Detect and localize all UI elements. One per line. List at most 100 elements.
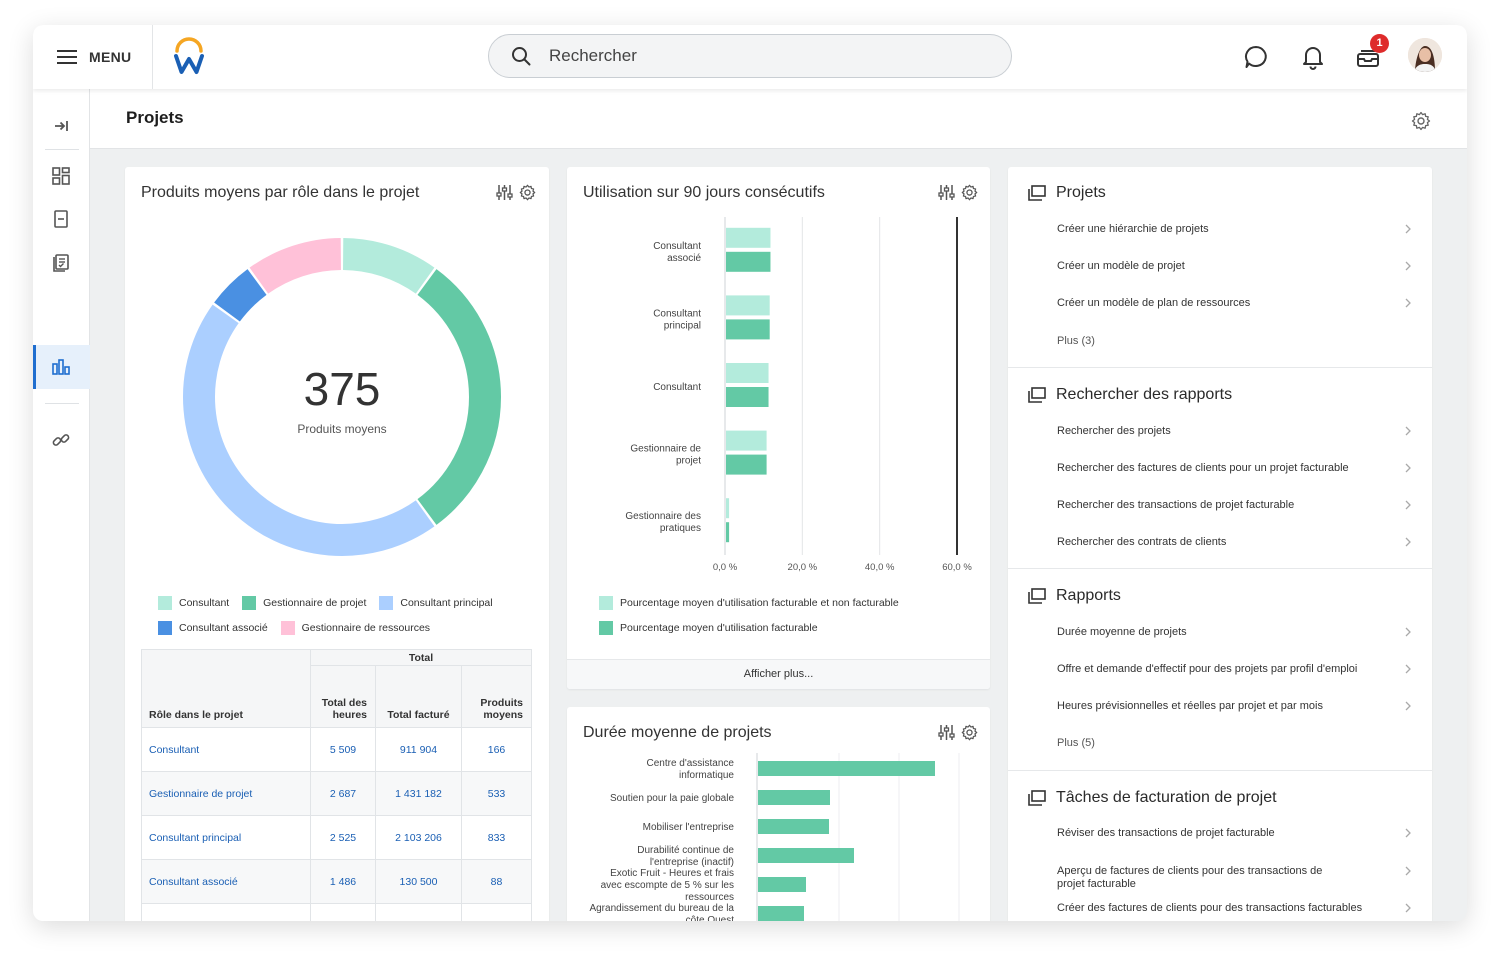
link-icon[interactable]	[51, 430, 71, 450]
row-avg[interactable]: 833	[461, 815, 532, 860]
row-role-link[interactable]: Consultant associé	[141, 859, 311, 904]
legend-item-billable-nonbillable[interactable]: Pourcentage moyen d'utilisation facturab…	[599, 596, 899, 610]
menu-divider	[152, 25, 153, 89]
row-hours[interactable]: 5 509	[310, 727, 376, 772]
row-billed[interactable]: 1 431 182	[375, 771, 462, 816]
section-title-billing-tasks[interactable]: Tâches de facturation de projet	[1028, 789, 1277, 807]
link-review-billable-transactions[interactable]: Réviser des transactions de projet factu…	[1057, 827, 1275, 839]
filter-sliders-icon[interactable]	[496, 184, 513, 201]
y-category-label: Consultant principal	[653, 308, 701, 331]
donut-slice-consultant-associ-[interactable]	[214, 269, 267, 322]
donut-slice-consultant[interactable]	[342, 238, 435, 294]
bar-billable-nonbillable[interactable]	[726, 295, 770, 316]
legend-item-consultant[interactable]: Consultant	[158, 596, 229, 610]
inbox-icon[interactable]	[1355, 44, 1381, 70]
link-report-staffing-supply-demand[interactable]: Offre et demande d'effectif pour des pro…	[1057, 663, 1358, 675]
legend-item-consultant-associe[interactable]: Consultant associé	[158, 621, 268, 635]
link-create-project-hierarchy[interactable]: Créer une hiérarchie de projets	[1057, 223, 1209, 235]
card-settings-gear-icon[interactable]	[961, 724, 978, 741]
bar-billable[interactable]	[726, 387, 769, 407]
chat-icon[interactable]	[1243, 44, 1269, 70]
bar-billable-nonbillable[interactable]	[726, 363, 769, 383]
link-create-client-invoices[interactable]: Créer des factures de clients pour des t…	[1057, 902, 1363, 914]
col-header-avg[interactable]: Produits moyens	[461, 665, 532, 728]
link-preview-client-invoices[interactable]: Aperçu de factures de clients pour des t…	[1057, 865, 1323, 890]
bar-billable-nonbillable[interactable]	[726, 227, 771, 248]
document-icon[interactable]	[51, 209, 71, 229]
row-role-link[interactable]: Gestionnaire de projet	[141, 771, 311, 816]
link-report-avg-duration[interactable]: Durée moyenne de projets	[1057, 626, 1187, 638]
section-title-rapports[interactable]: Rapports	[1028, 587, 1121, 605]
bar-avg-duration[interactable]	[758, 819, 829, 834]
link-search-client-invoices[interactable]: Rechercher des factures de clients pour …	[1057, 462, 1349, 474]
row-avg[interactable]: 166	[461, 727, 532, 772]
hamburger-icon	[57, 50, 77, 64]
search-input[interactable]: Rechercher	[488, 34, 1012, 78]
bar-billable[interactable]	[726, 454, 767, 475]
search-placeholder: Rechercher	[549, 46, 637, 65]
link-create-project-template[interactable]: Créer un modèle de projet	[1057, 260, 1185, 272]
link-search-projects[interactable]: Rechercher des projets	[1057, 425, 1171, 437]
row-role-link[interactable]: Consultant principal	[141, 815, 311, 860]
sidebar-item-reports-active[interactable]	[33, 345, 90, 389]
donut-slice-consultant-principal[interactable]	[183, 304, 435, 556]
link-create-resource-plan-template[interactable]: Créer un modèle de plan de ressources	[1057, 297, 1251, 309]
row-hours[interactable]: 1 486	[310, 859, 376, 904]
link-more-reports[interactable]: Plus (5)	[1057, 737, 1095, 749]
row-hours[interactable]: 2 525	[310, 815, 376, 860]
row-billed[interactable]: 911 904	[375, 727, 462, 772]
row-role-link[interactable]: Consultant	[141, 727, 311, 772]
donut-slice-gestionnaire-de-projet[interactable]	[417, 269, 501, 525]
legend-item-gestionnaire-projet[interactable]: Gestionnaire de projet	[242, 596, 366, 610]
link-search-billable-transactions[interactable]: Rechercher des transactions de projet fa…	[1057, 499, 1295, 511]
utilisation-card-title: Utilisation sur 90 jours consécutifs	[583, 184, 825, 201]
notifications-bell-icon[interactable]	[1300, 44, 1326, 70]
card-tools	[938, 724, 978, 741]
bar-billable[interactable]	[726, 251, 771, 272]
workday-logo[interactable]	[173, 37, 205, 75]
bar-billable[interactable]	[726, 522, 730, 543]
task-list-icon[interactable]	[51, 252, 71, 272]
show-more-button[interactable]: Afficher plus...	[567, 659, 990, 689]
page-settings-gear-icon[interactable]	[1411, 111, 1431, 131]
link-more-projects[interactable]: Plus (3)	[1057, 335, 1095, 347]
bar-avg-duration[interactable]	[758, 761, 935, 776]
bar-billable[interactable]	[726, 319, 770, 340]
link-report-forecast-actual-hours[interactable]: Heures prévisionnelles et réelles par pr…	[1057, 700, 1323, 712]
legend-item-gestionnaire-ressources[interactable]: Gestionnaire de ressources	[280, 621, 430, 635]
bar-chart-icon[interactable]	[51, 357, 71, 377]
bar-avg-duration[interactable]	[758, 877, 806, 892]
filter-sliders-icon[interactable]	[938, 184, 955, 201]
section-title-search-reports[interactable]: Rechercher des rapports	[1028, 386, 1232, 404]
page-title: Projets	[126, 108, 184, 127]
col-header-hours[interactable]: Total des heures	[310, 665, 376, 728]
expand-sidebar-icon[interactable]	[51, 116, 71, 136]
donut-slice-gestionnaire-de-ressources[interactable]	[249, 238, 342, 294]
legend-item-billable[interactable]: Pourcentage moyen d'utilisation facturab…	[599, 621, 818, 635]
utilisation-bar-chart: 0,0 % 20,0 % 40,0 % 60,0 % Consultant associé…	[625, 217, 972, 573]
bar-billable-nonbillable[interactable]	[726, 498, 730, 519]
card-settings-gear-icon[interactable]	[961, 184, 978, 201]
row-avg[interactable]: 533	[461, 771, 532, 816]
bar-avg-duration[interactable]	[758, 790, 830, 805]
x-tick-label: 20,0 %	[788, 562, 818, 573]
row-hours[interactable]: 2 687	[310, 771, 376, 816]
col-header-role[interactable]: Rôle dans le projet	[141, 649, 311, 728]
bar-billable-nonbillable[interactable]	[726, 430, 767, 451]
row-billed[interactable]: 2 103 206	[375, 815, 462, 860]
filter-sliders-icon[interactable]	[938, 724, 955, 741]
table-row: Consultant associé 1 486 130 500 88	[141, 859, 532, 904]
col-header-billed[interactable]: Total facturé	[375, 665, 462, 728]
section-title-projets[interactable]: Projets	[1028, 184, 1106, 202]
row-avg[interactable]: 88	[461, 859, 532, 904]
user-avatar[interactable]	[1408, 38, 1442, 72]
row-billed[interactable]: 130 500	[375, 859, 462, 904]
bar-avg-duration[interactable]	[758, 906, 804, 921]
legend-item-consultant-principal[interactable]: Consultant principal	[379, 596, 493, 610]
card-settings-gear-icon[interactable]	[519, 184, 536, 201]
menu-button[interactable]: MENU	[57, 45, 131, 69]
bar-avg-duration[interactable]	[758, 848, 854, 863]
page-header: Projets	[90, 89, 1467, 149]
dashboard-grid-icon[interactable]	[51, 166, 71, 186]
link-search-client-contracts[interactable]: Rechercher des contrats de clients	[1057, 536, 1227, 548]
